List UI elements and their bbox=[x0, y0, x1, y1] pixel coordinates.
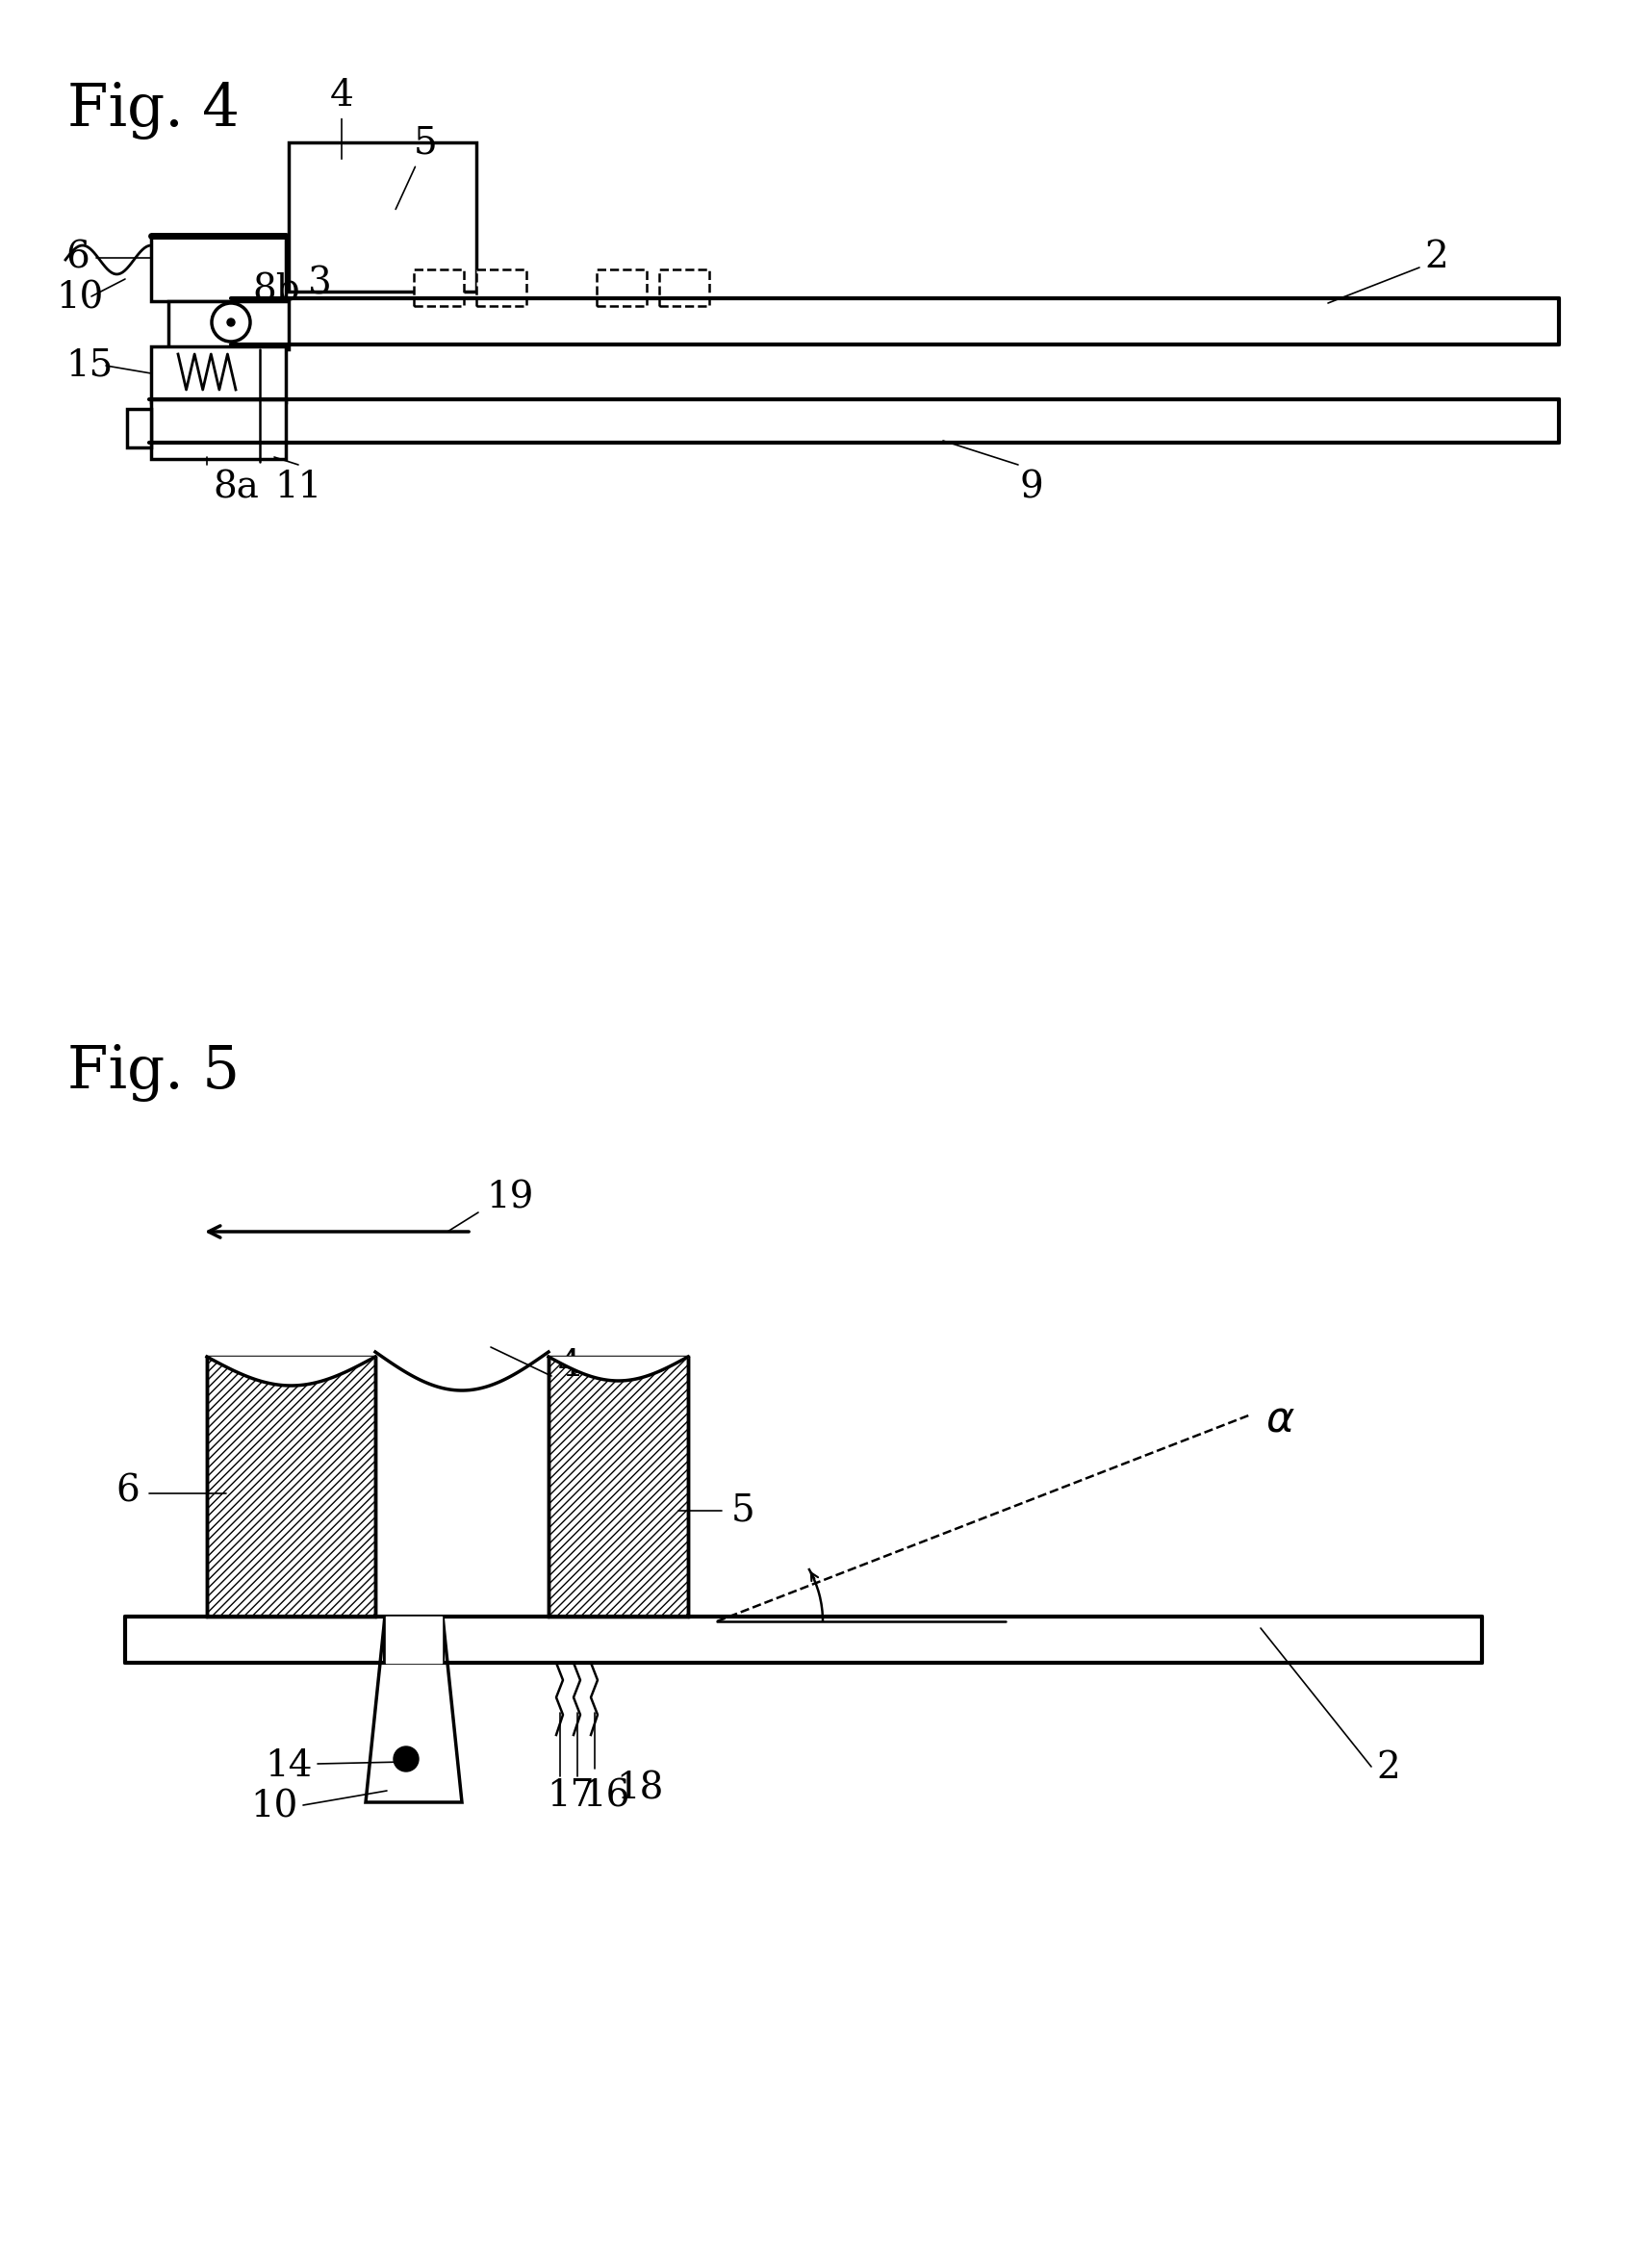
Text: 8b: 8b bbox=[252, 272, 301, 308]
Text: 11: 11 bbox=[275, 469, 322, 506]
Bar bbox=[150, 236, 286, 302]
Text: 8a: 8a bbox=[212, 469, 258, 506]
Text: 19: 19 bbox=[485, 1179, 533, 1216]
Bar bbox=[208, 1356, 376, 1617]
Bar bbox=[168, 302, 289, 349]
Text: 10: 10 bbox=[250, 1789, 299, 1826]
Text: 16: 16 bbox=[582, 1778, 629, 1814]
Polygon shape bbox=[366, 1617, 462, 1803]
Text: 4: 4 bbox=[559, 1349, 582, 1383]
Text: Fig. 5: Fig. 5 bbox=[67, 1043, 240, 1102]
Text: 5: 5 bbox=[395, 127, 438, 209]
Text: Fig. 4: Fig. 4 bbox=[67, 82, 240, 141]
Bar bbox=[596, 270, 647, 306]
Bar bbox=[477, 270, 526, 306]
Text: 2: 2 bbox=[1425, 240, 1448, 277]
Circle shape bbox=[394, 1746, 418, 1771]
Bar bbox=[150, 347, 286, 401]
Text: 6: 6 bbox=[65, 240, 90, 277]
Text: 2: 2 bbox=[1376, 1751, 1400, 1787]
Text: 18: 18 bbox=[616, 1771, 663, 1805]
Text: 4: 4 bbox=[330, 77, 353, 159]
Bar bbox=[549, 1356, 688, 1617]
Text: $\alpha$: $\alpha$ bbox=[1265, 1399, 1296, 1440]
Text: 6: 6 bbox=[116, 1474, 139, 1508]
Bar bbox=[413, 270, 464, 306]
Text: 14: 14 bbox=[265, 1749, 312, 1785]
Bar bbox=[150, 399, 286, 458]
Text: 5: 5 bbox=[732, 1492, 755, 1529]
Bar bbox=[127, 408, 150, 447]
Bar bbox=[659, 270, 709, 306]
Bar bbox=[289, 143, 477, 293]
Text: 9: 9 bbox=[1020, 469, 1044, 506]
Circle shape bbox=[227, 318, 235, 327]
Text: 10: 10 bbox=[56, 281, 103, 315]
Text: 17: 17 bbox=[547, 1778, 595, 1814]
Text: 15: 15 bbox=[65, 347, 113, 383]
Text: 3: 3 bbox=[307, 265, 332, 302]
